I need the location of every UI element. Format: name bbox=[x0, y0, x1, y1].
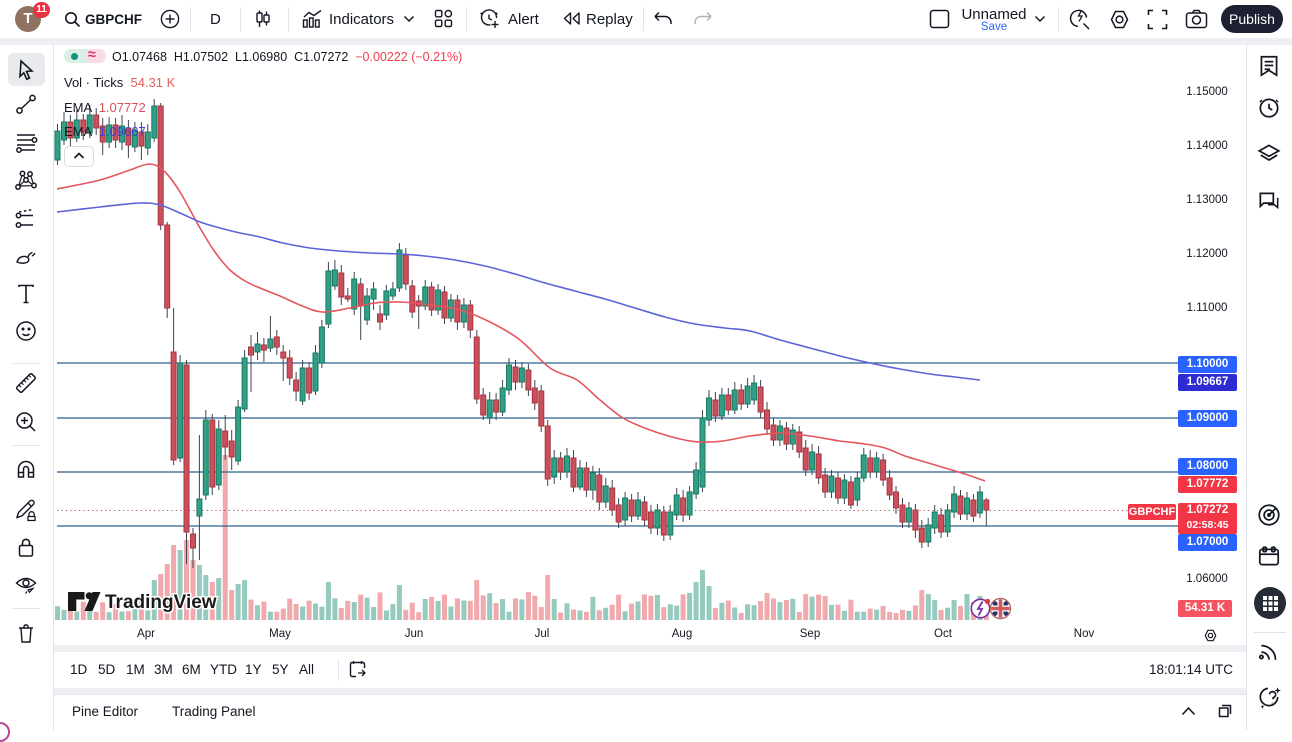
svg-text:TradingView: TradingView bbox=[105, 592, 217, 613]
